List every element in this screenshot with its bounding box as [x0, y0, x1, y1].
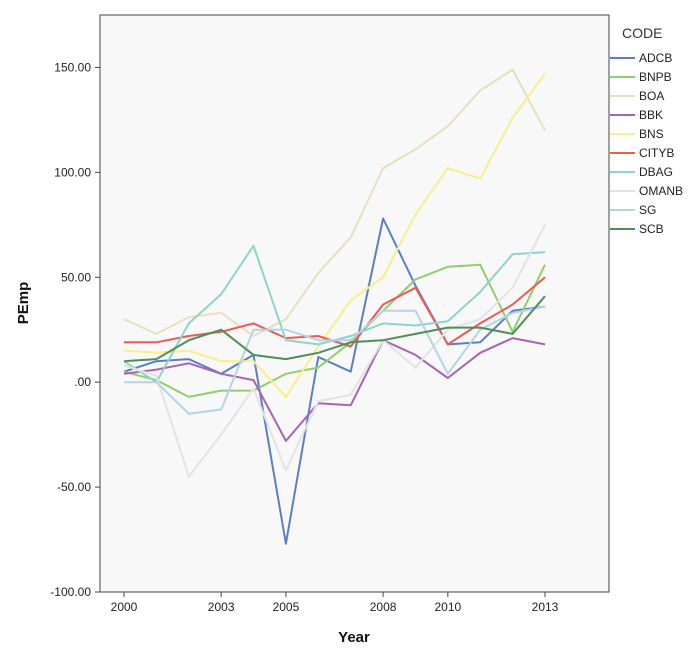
legend-label-dbag: DBAG — [639, 165, 673, 179]
legend-label-omanb: OMANB — [639, 184, 683, 198]
y-tick-label: .00 — [74, 375, 91, 389]
x-tick-label: 2008 — [370, 600, 397, 614]
series-line-boa — [123, 68, 546, 337]
y-tick-label: 150.00 — [54, 60, 91, 74]
x-axis: 2000 2003 2005 2008 2010 2013 — [111, 592, 559, 614]
series-line-sg — [124, 305, 546, 415]
legend-label-cityb: CITYB — [639, 146, 674, 160]
legend-label-bnpb: BNPB — [639, 70, 672, 84]
series-line-bns — [123, 73, 546, 398]
y-tick-label: 100.00 — [54, 165, 91, 179]
y-axis-title: PEmp — [15, 282, 32, 325]
legend-label-boa: BOA — [639, 89, 664, 103]
x-tick-label: 2010 — [434, 600, 461, 614]
legend-label-bbk: BBK — [639, 108, 663, 122]
series-line-omanb — [123, 224, 546, 478]
y-tick-label: -50.00 — [57, 480, 91, 494]
legend: CODE ADCB BNPB BOA BBK BNS CITYB DBAG OMANB SG SC… — [610, 25, 683, 236]
series-line-bnpb — [123, 263, 546, 398]
series-line-scb — [123, 295, 546, 363]
series-lines — [123, 68, 546, 545]
legend-label-adcb: ADCB — [639, 51, 672, 65]
x-tick-label: 2005 — [273, 600, 300, 614]
y-tick-label: -100.00 — [50, 585, 91, 599]
legend-title: CODE — [622, 25, 662, 41]
y-tick-label: 50.00 — [61, 270, 91, 284]
legend-label-sg: SG — [639, 203, 656, 217]
x-tick-label: 2003 — [208, 600, 235, 614]
legend-label-scb: SCB — [639, 222, 664, 236]
x-tick-label: 2000 — [111, 600, 138, 614]
x-axis-title: Year — [338, 629, 370, 646]
y-axis: -100.00 -50.00 .00 50.00 100.00 150.00 — [50, 60, 100, 599]
series-line-bbk — [123, 337, 546, 442]
series-line-adcb — [123, 217, 546, 545]
x-tick-label: 2013 — [532, 600, 559, 614]
legend-label-bns: BNS — [639, 127, 664, 141]
plot-area — [99, 14, 610, 593]
